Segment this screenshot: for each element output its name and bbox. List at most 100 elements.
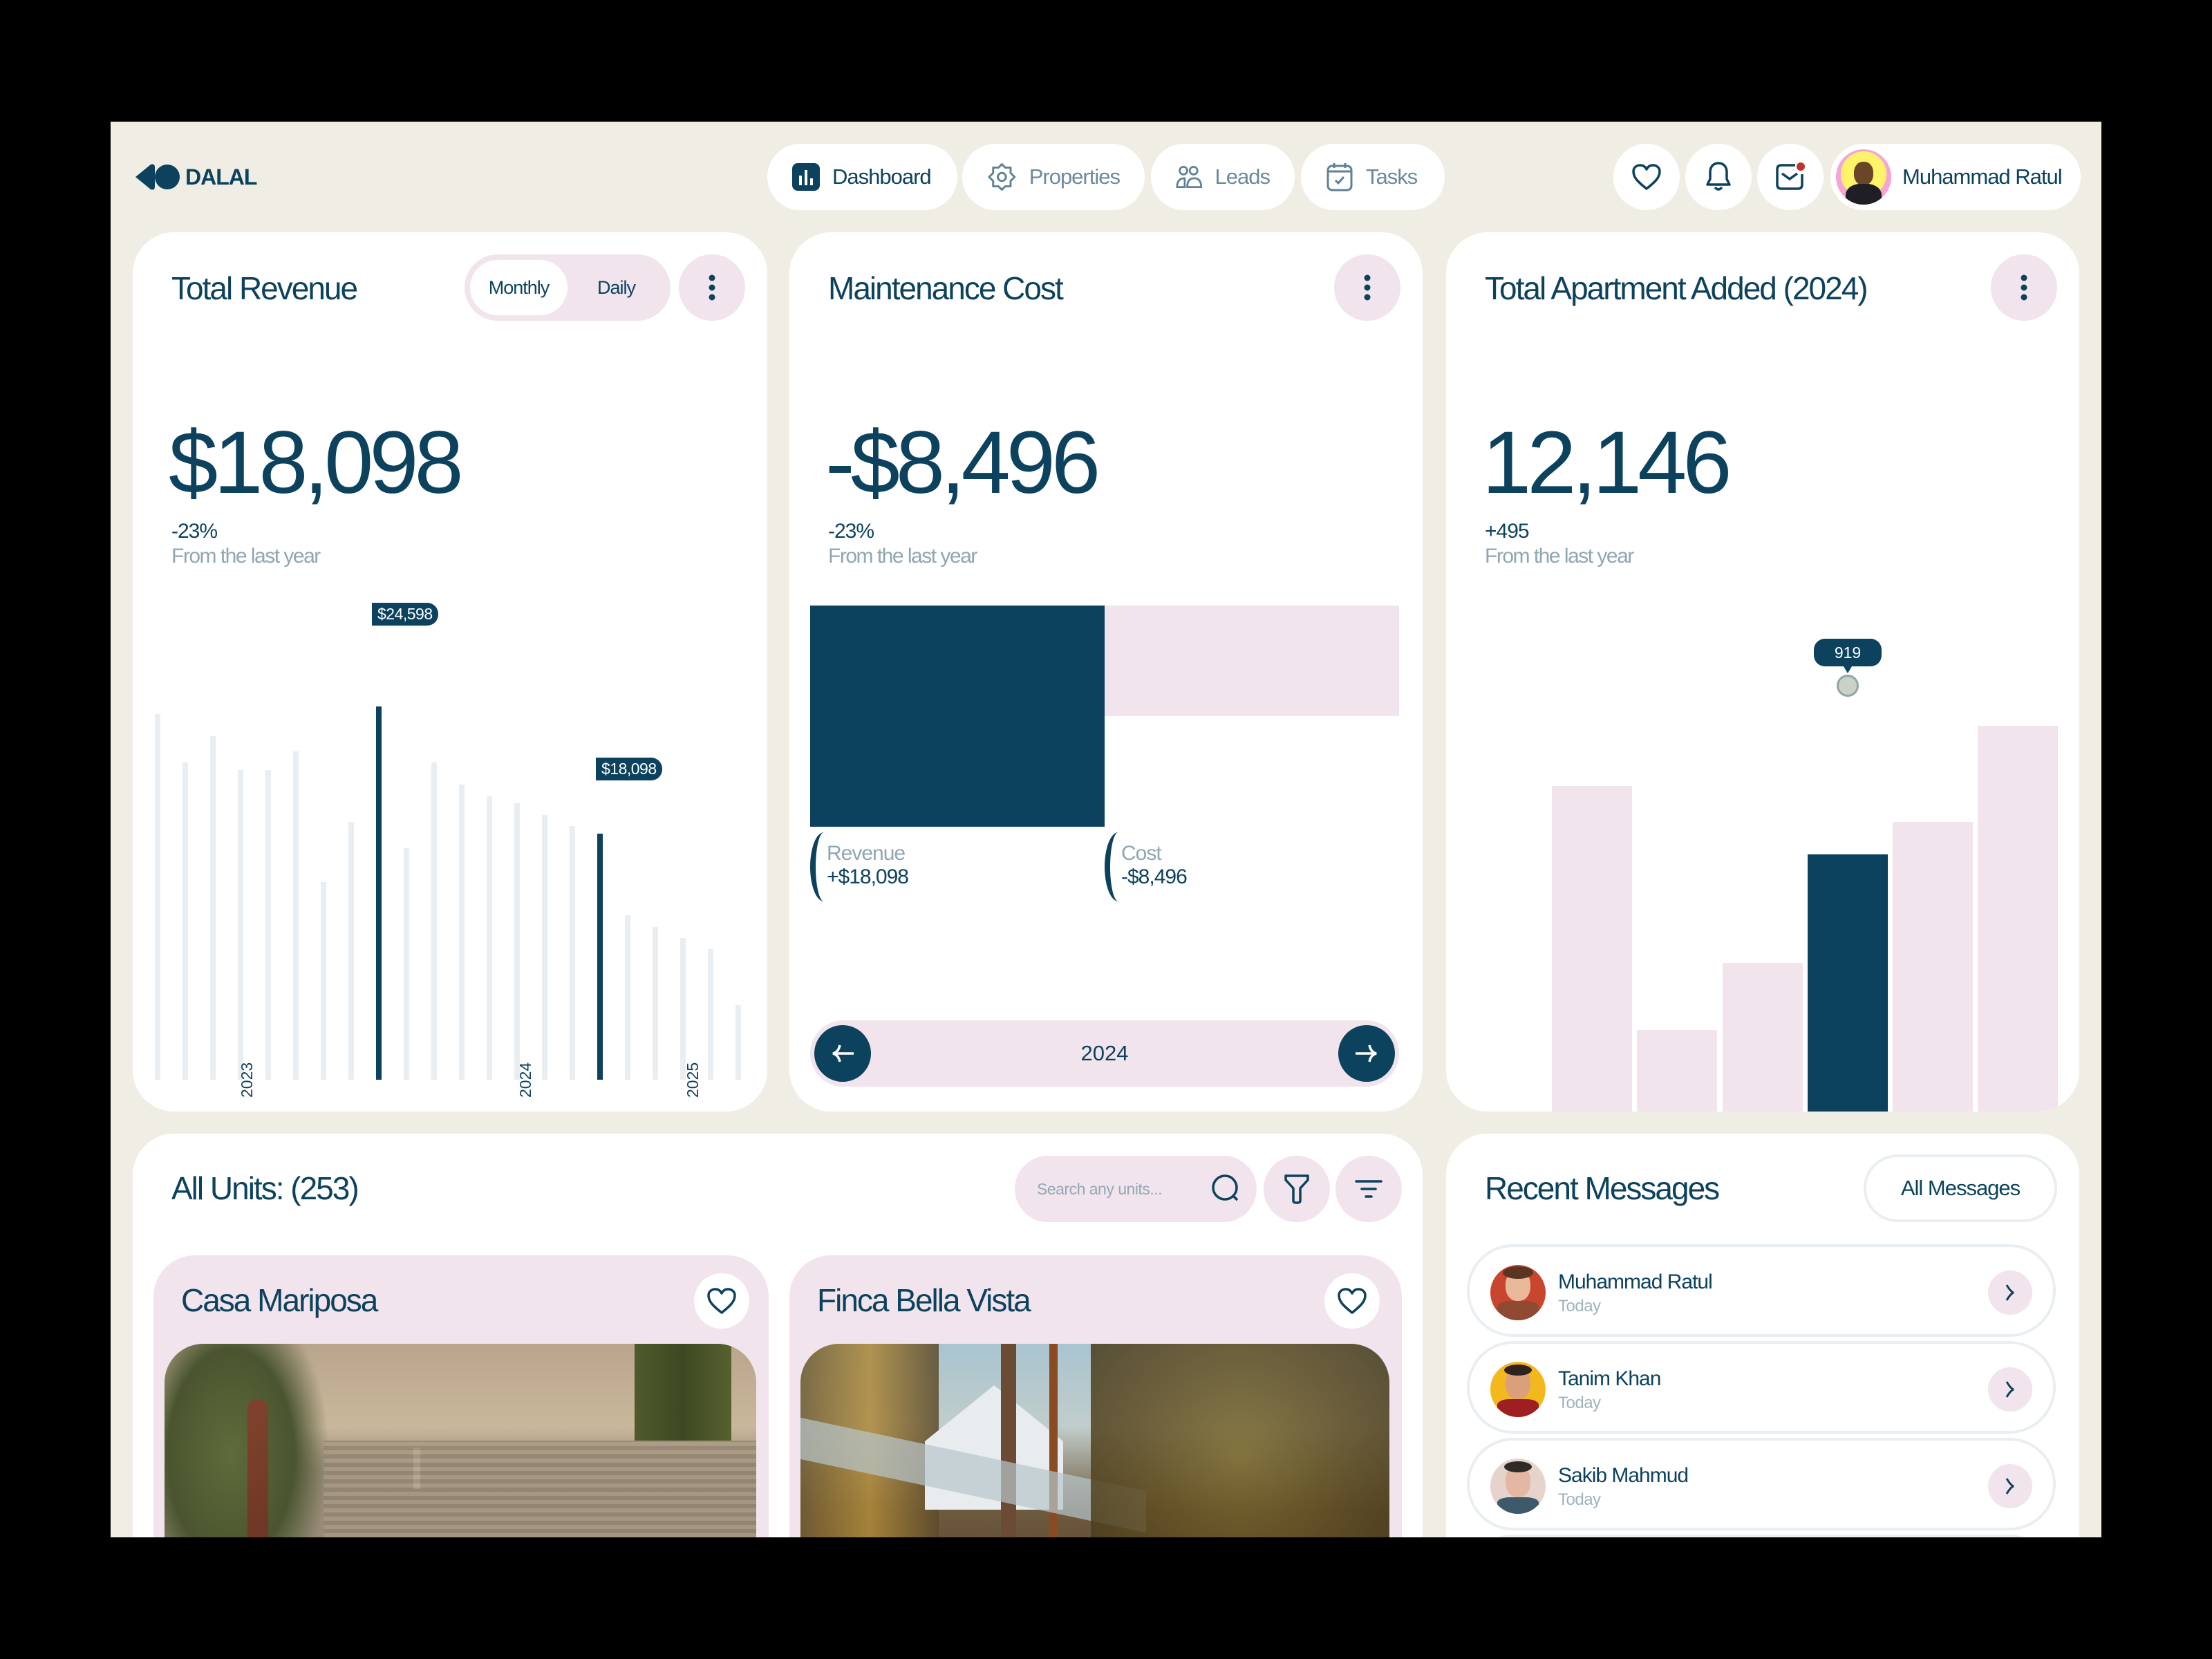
units-search[interactable]: Search any units... (1015, 1156, 1257, 1222)
sender-name: Sakib Mahmud (1558, 1464, 1689, 1487)
more-options-button[interactable] (679, 254, 745, 321)
unit-card[interactable]: Casa Mariposa (153, 1255, 769, 1537)
revenue-delta: -23% (171, 520, 218, 543)
notifications-button[interactable] (1685, 144, 1752, 210)
avatar (1490, 1362, 1546, 1417)
all-units-card: All Units: (253) Search any units... Cas… (133, 1134, 1423, 1537)
brand-logo[interactable]: DALAL (133, 160, 257, 194)
apartment-bar[interactable] (1552, 786, 1632, 1112)
units-title: All Units: (253) (171, 1170, 359, 1206)
bar-marker[interactable] (1837, 675, 1859, 697)
year-label-2025: 2025 (684, 1062, 702, 1098)
apartment-bar[interactable] (1808, 854, 1888, 1112)
nav-label: Tasks (1366, 165, 1418, 189)
revenue-bar[interactable] (542, 815, 547, 1080)
message-item[interactable]: Sakib Mahmud Today (1467, 1438, 2056, 1530)
message-time: Today (1558, 1297, 1601, 1315)
next-year-button[interactable] (1338, 1025, 1395, 1082)
revenue-bar[interactable] (708, 949, 713, 1080)
toggle-monthly[interactable]: Monthly (470, 260, 568, 315)
sender-name: Tanim Khan (1558, 1367, 1661, 1390)
revenue-bar[interactable] (182, 762, 188, 1080)
filter-button[interactable] (1264, 1156, 1330, 1222)
favorites-button[interactable] (1613, 144, 1680, 210)
nav-item-tasks[interactable]: Tasks (1301, 144, 1445, 210)
year-navigator: 2024 (810, 1020, 1399, 1087)
revenue-bar[interactable] (487, 796, 492, 1080)
revenue-bar[interactable] (155, 714, 160, 1080)
revenue-bar[interactable] (265, 770, 271, 1080)
apartment-bar[interactable] (1637, 1030, 1717, 1112)
bell-icon (1706, 162, 1731, 191)
revenue-delta-caption: From the last year (171, 545, 321, 568)
revenue-bar[interactable] (293, 751, 299, 1080)
revenue-bar[interactable] (238, 770, 243, 1080)
revenue-bar[interactable] (431, 762, 437, 1080)
message-item[interactable]: Tanim Khan Today (1467, 1341, 2056, 1434)
more-options-button[interactable] (1991, 254, 2057, 321)
messages-title: Recent Messages (1485, 1170, 1720, 1206)
card-title: Total Revenue (171, 270, 358, 306)
user-menu[interactable]: Muhammad Ratul (1830, 144, 2081, 210)
revenue-bar[interactable] (210, 736, 216, 1080)
more-options-button[interactable] (1334, 254, 1400, 321)
message-time: Today (1558, 1394, 1601, 1412)
favorite-unit-button[interactable] (694, 1273, 749, 1329)
unit-card[interactable]: Finca Bella Vista (789, 1255, 1402, 1537)
revenue-bar[interactable] (653, 927, 658, 1080)
revenue-bar[interactable] (514, 803, 520, 1080)
legend-revenue: Revenue +$18,098 (810, 832, 909, 904)
open-message-button[interactable] (1988, 1271, 2032, 1315)
dashboard-frame: DALAL Dashboard Properties Leads Tasks (111, 122, 2101, 1537)
message-time: Today (1558, 1490, 1601, 1509)
apartments-value: 12,146 (1482, 413, 1732, 512)
unit-name: Finca Bella Vista (817, 1282, 1031, 1318)
revenue-bar[interactable] (348, 822, 354, 1080)
sort-lines-icon (1355, 1180, 1382, 1198)
revenue-bar[interactable] (625, 915, 630, 1080)
nav-item-dashboard[interactable]: Dashboard (767, 144, 957, 210)
revenue-bar[interactable] (680, 938, 686, 1080)
unit-name: Casa Mariposa (181, 1282, 378, 1318)
revenue-bar[interactable] (376, 706, 382, 1080)
sort-button[interactable] (1335, 1156, 1402, 1222)
apartment-bar[interactable] (1978, 726, 2058, 1112)
more-vertical-icon (2021, 274, 2027, 301)
revenue-bar[interactable] (597, 834, 603, 1080)
messages-button[interactable] (1757, 144, 1824, 210)
message-item[interactable] (1467, 1535, 2056, 1537)
chevron-right-icon (2005, 1284, 2014, 1301)
revenue-bar[interactable] (735, 1005, 741, 1080)
apartment-bar[interactable] (1723, 963, 1803, 1112)
nav-item-properties[interactable]: Properties (962, 144, 1145, 210)
all-messages-button[interactable]: All Messages (1864, 1154, 2057, 1222)
users-icon (1176, 165, 1203, 189)
maintenance-value: -$8,496 (825, 413, 1100, 512)
year-label-2023: 2023 (238, 1062, 256, 1098)
arrow-left-icon (832, 1044, 854, 1062)
card-title: Maintenance Cost (828, 270, 1064, 306)
revenue-bar[interactable] (404, 848, 409, 1080)
chevron-right-icon (2005, 1381, 2014, 1398)
open-message-button[interactable] (1988, 1464, 2032, 1508)
nav-label: Properties (1029, 165, 1121, 189)
more-vertical-icon (709, 274, 715, 301)
favorite-unit-button[interactable] (1324, 1273, 1380, 1329)
revenue-bar[interactable] (570, 826, 575, 1080)
nav-item-leads[interactable]: Leads (1151, 144, 1295, 210)
message-item[interactable]: Muhammad Ratul Today (1467, 1244, 2056, 1337)
heart-icon (1632, 164, 1661, 190)
revenue-bar[interactable] (459, 785, 465, 1080)
user-name: Muhammad Ratul (1902, 165, 2063, 189)
mail-icon (1776, 162, 1805, 190)
revenue-bar[interactable] (321, 882, 326, 1080)
toggle-daily[interactable]: Daily (597, 276, 636, 298)
total-revenue-card: Total Revenue Monthly Daily $18,098 -23%… (133, 232, 767, 1112)
more-vertical-icon (1364, 274, 1371, 301)
open-message-button[interactable] (1988, 1367, 2032, 1412)
logo-icon (135, 164, 180, 190)
prev-year-button[interactable] (814, 1025, 871, 1082)
apartment-bar[interactable] (1893, 822, 1973, 1112)
search-icon (1212, 1174, 1239, 1201)
legend-cost: Cost -$8,496 (1105, 832, 1188, 904)
